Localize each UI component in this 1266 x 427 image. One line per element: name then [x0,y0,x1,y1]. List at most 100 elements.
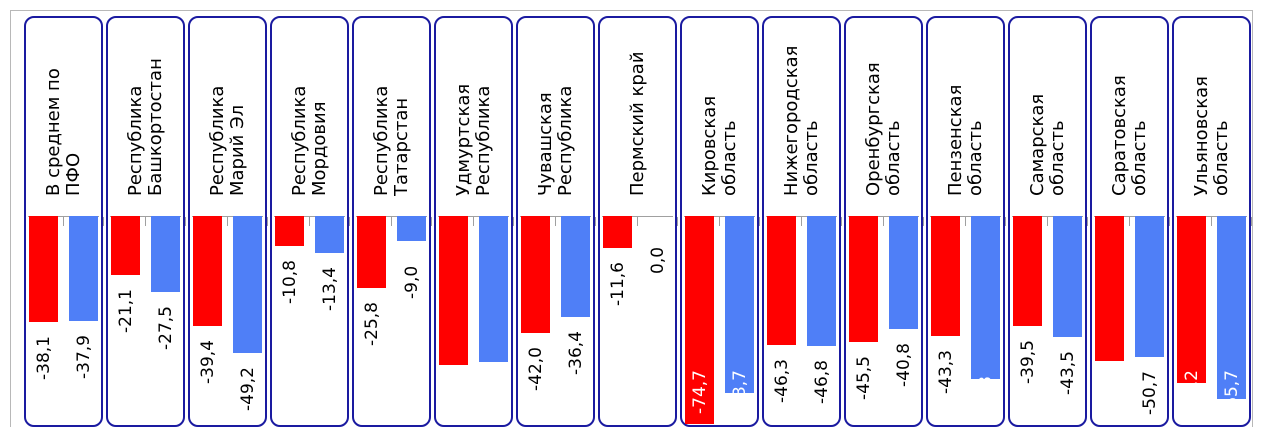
bar[interactable] [725,216,754,394]
zero-tick [309,217,310,226]
category-label: область [1210,120,1232,196]
category-label: ПФО [62,152,84,196]
zero-baseline [1012,216,1083,217]
zero-tick [349,217,350,226]
zero-baseline [192,216,263,217]
bar[interactable] [807,216,836,347]
zero-baseline [602,216,673,217]
bar[interactable] [521,216,550,333]
category-label: Чувашская [534,92,556,196]
zero-tick [63,217,64,226]
bar[interactable] [479,216,508,362]
bar[interactable] [561,216,590,318]
data-label: -43,5 [1057,350,1078,395]
bar[interactable] [889,216,918,330]
bar[interactable] [193,216,222,326]
category-label: Саратовская [1108,75,1130,196]
data-label: -13,4 [319,267,340,312]
bar[interactable] [767,216,796,345]
data-label: -60,2 [1181,370,1202,414]
chart-frame [10,10,1253,427]
bar[interactable] [275,216,304,247]
zero-tick [1087,217,1088,226]
category-label: В среднем по [42,68,64,196]
data-label: -46,8 [811,360,832,405]
category-label: область [1128,120,1150,196]
data-label: -50,7 [1139,370,1160,415]
data-label: -65,7 [1221,370,1242,414]
zero-tick [473,217,474,226]
category-label: область [882,120,904,196]
bar[interactable] [849,216,878,343]
bar[interactable] [1135,216,1164,357]
data-label: -43,3 [935,350,956,395]
category-label: Ульяновская [1190,76,1212,196]
bar[interactable] [439,216,468,365]
category-label: Республика [124,85,146,196]
zero-tick [513,217,514,226]
category-label: область [718,120,740,196]
bar[interactable] [971,216,1000,380]
bar[interactable] [397,216,426,242]
bar[interactable] [69,216,98,322]
zero-tick [227,217,228,226]
zero-baseline [684,216,755,217]
data-label: -46,3 [771,358,792,403]
data-label: -21,1 [115,288,136,333]
category-label: Республика [206,85,228,196]
category-label: Марий Эл [226,104,248,196]
zero-tick [267,217,268,226]
data-label: -10,8 [279,260,300,305]
zero-tick [637,217,638,226]
category-label: Пензенская [944,84,966,196]
category-label: область [964,120,986,196]
data-label: -42,0 [525,346,546,391]
bar[interactable] [1095,216,1124,361]
category-label: Нижегородская [780,45,802,196]
bar[interactable] [685,216,714,424]
zero-baseline [110,216,181,217]
category-label: Республика [472,85,494,196]
data-label: -25,8 [361,301,382,346]
data-label: -11,6 [607,262,628,307]
data-label: -52,0 [1099,370,1120,414]
category-label: Республика [554,85,576,196]
data-label: -53,6 [443,370,464,414]
category-label: Оренбургская [862,62,884,196]
zero-tick [1251,217,1252,226]
zero-tick [103,217,104,226]
category-label: Мордовия [308,101,330,196]
bar[interactable] [111,216,140,275]
zero-tick [391,217,392,226]
bar[interactable] [603,216,632,249]
zero-baseline [356,216,427,217]
bar[interactable] [1053,216,1082,337]
bar[interactable] [233,216,262,353]
bar[interactable] [1013,216,1042,326]
zero-tick [759,217,760,226]
zero-tick [555,217,556,226]
zero-baseline [520,216,591,217]
zero-tick [431,217,432,226]
zero-tick [719,217,720,226]
bar[interactable] [29,216,58,322]
zero-tick [1211,217,1212,226]
category-label: Башкортостан [144,58,166,196]
zero-tick [923,217,924,226]
bar[interactable] [357,216,386,288]
category-label: Кировская [698,95,720,196]
data-label: -27,5 [155,306,176,351]
zero-baseline [930,216,1001,217]
bar[interactable] [1177,216,1206,384]
category-label: Республика [370,85,392,196]
bar[interactable] [151,216,180,293]
zero-baseline [766,216,837,217]
bar[interactable] [931,216,960,337]
zero-tick [185,217,186,226]
data-label: -40,8 [893,343,914,388]
zero-baseline [438,216,509,217]
zero-baseline [1094,216,1165,217]
bar[interactable] [1217,216,1246,399]
zero-tick [841,217,842,226]
bar[interactable] [315,216,344,254]
